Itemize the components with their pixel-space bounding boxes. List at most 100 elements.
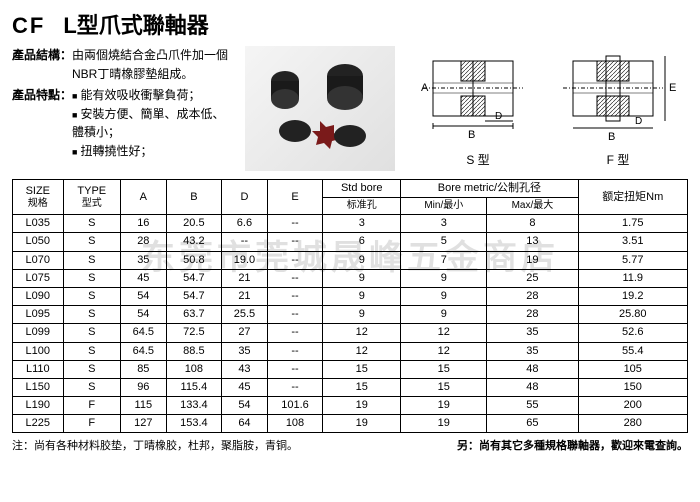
cell-nm: 150 bbox=[578, 378, 688, 396]
cell-a: 127 bbox=[120, 415, 166, 433]
table-row: L190F115133.454101.6191955200 bbox=[13, 397, 688, 415]
cell-d: 27 bbox=[222, 324, 268, 342]
cell-d: 6.6 bbox=[222, 215, 268, 233]
svg-text:D: D bbox=[635, 116, 642, 127]
cell-a: 54 bbox=[120, 287, 166, 305]
table-row: L050S2843.2----65133.51 bbox=[13, 233, 688, 251]
cell-std: 19 bbox=[323, 397, 401, 415]
cell-b: 43.2 bbox=[166, 233, 221, 251]
cell-min: 3 bbox=[401, 215, 487, 233]
cell-e: -- bbox=[267, 251, 322, 269]
th-max: Max/最大 bbox=[487, 198, 578, 215]
cell-e: -- bbox=[267, 306, 322, 324]
cell-min: 9 bbox=[401, 306, 487, 324]
cell-type: F bbox=[63, 397, 120, 415]
cell-min: 19 bbox=[401, 397, 487, 415]
cell-b: 153.4 bbox=[166, 415, 221, 433]
cell-min: 12 bbox=[401, 324, 487, 342]
spec-table: SIZE规格 TYPE型式 A B D E Std bore Bore metr… bbox=[12, 179, 688, 433]
cell-type: S bbox=[63, 215, 120, 233]
cell-d: 19.0 bbox=[222, 251, 268, 269]
cell-type: S bbox=[63, 306, 120, 324]
table-row: L070S3550.819.0--97195.77 bbox=[13, 251, 688, 269]
svg-text:B: B bbox=[468, 129, 475, 141]
cell-d: 64 bbox=[222, 415, 268, 433]
th-size: SIZE bbox=[16, 185, 60, 198]
cell-b: 63.7 bbox=[166, 306, 221, 324]
cell-e: -- bbox=[267, 378, 322, 396]
cell-d: 21 bbox=[222, 287, 268, 305]
cell-max: 28 bbox=[487, 306, 578, 324]
cell-a: 16 bbox=[120, 215, 166, 233]
cell-a: 96 bbox=[120, 378, 166, 396]
cell-size: L110 bbox=[13, 360, 64, 378]
cell-max: 35 bbox=[487, 342, 578, 360]
th-type: TYPE bbox=[67, 185, 117, 198]
footer-note-left: 注：尚有各种材料胶垫，丁晴橡胶，杜邦，聚脂胺，青铜。 bbox=[12, 437, 298, 453]
cell-a: 64.5 bbox=[120, 324, 166, 342]
cell-nm: 105 bbox=[578, 360, 688, 378]
cell-min: 12 bbox=[401, 342, 487, 360]
svg-text:A: A bbox=[421, 82, 429, 94]
cell-b: 54.7 bbox=[166, 287, 221, 305]
cell-a: 45 bbox=[120, 269, 166, 287]
cell-std: 12 bbox=[323, 324, 401, 342]
cell-type: S bbox=[63, 251, 120, 269]
cell-d: 25.5 bbox=[222, 306, 268, 324]
cell-min: 9 bbox=[401, 269, 487, 287]
cell-e: -- bbox=[267, 269, 322, 287]
cell-d: 43 bbox=[222, 360, 268, 378]
cell-size: L090 bbox=[13, 287, 64, 305]
table-row: L075S4554.721--992511.9 bbox=[13, 269, 688, 287]
cell-std: 15 bbox=[323, 360, 401, 378]
cell-nm: 280 bbox=[578, 415, 688, 433]
cell-nm: 55.4 bbox=[578, 342, 688, 360]
cell-d: 35 bbox=[222, 342, 268, 360]
th-type-sub: 型式 bbox=[67, 198, 117, 210]
cell-size: L190 bbox=[13, 397, 64, 415]
diagram-f: E B D F 型 bbox=[553, 46, 683, 168]
cell-std: 15 bbox=[323, 378, 401, 396]
cell-nm: 3.51 bbox=[578, 233, 688, 251]
cell-e: -- bbox=[267, 233, 322, 251]
table-row: L095S5463.725.5--992825.80 bbox=[13, 306, 688, 324]
cell-min: 9 bbox=[401, 287, 487, 305]
cell-e: -- bbox=[267, 324, 322, 342]
cell-min: 7 bbox=[401, 251, 487, 269]
cell-e: 101.6 bbox=[267, 397, 322, 415]
cell-nm: 5.77 bbox=[578, 251, 688, 269]
cell-std: 12 bbox=[323, 342, 401, 360]
cell-max: 65 bbox=[487, 415, 578, 433]
cell-nm: 19.2 bbox=[578, 287, 688, 305]
cell-size: L100 bbox=[13, 342, 64, 360]
cell-nm: 1.75 bbox=[578, 215, 688, 233]
feature-item: 扭轉撓性好； bbox=[72, 142, 232, 161]
diagram-s: A B D S 型 bbox=[413, 46, 543, 168]
cell-max: 25 bbox=[487, 269, 578, 287]
table-row: L110S8510843--151548105 bbox=[13, 360, 688, 378]
cell-std: 9 bbox=[323, 269, 401, 287]
cell-std: 9 bbox=[323, 287, 401, 305]
cell-max: 55 bbox=[487, 397, 578, 415]
cell-min: 15 bbox=[401, 360, 487, 378]
diagram-s-label: S 型 bbox=[413, 151, 543, 168]
svg-text:E: E bbox=[669, 82, 676, 94]
structure-text: 由兩個燒結合金凸爪件加一個NBR丁晴橡膠墊組成。 bbox=[72, 46, 232, 83]
table-row: L099S64.572.527--12123552.6 bbox=[13, 324, 688, 342]
page-title: L型爪式聯軸器 bbox=[63, 8, 208, 40]
cell-type: S bbox=[63, 324, 120, 342]
cell-e: 108 bbox=[267, 415, 322, 433]
cell-b: 88.5 bbox=[166, 342, 221, 360]
cell-b: 54.7 bbox=[166, 269, 221, 287]
svg-text:D: D bbox=[495, 111, 502, 122]
cell-a: 115 bbox=[120, 397, 166, 415]
cell-size: L150 bbox=[13, 378, 64, 396]
cell-b: 72.5 bbox=[166, 324, 221, 342]
cell-type: S bbox=[63, 287, 120, 305]
cell-type: S bbox=[63, 269, 120, 287]
th-d: D bbox=[222, 180, 268, 215]
cell-d: -- bbox=[222, 233, 268, 251]
cell-max: 35 bbox=[487, 324, 578, 342]
table-row: L035S1620.56.6--3381.75 bbox=[13, 215, 688, 233]
cell-max: 13 bbox=[487, 233, 578, 251]
